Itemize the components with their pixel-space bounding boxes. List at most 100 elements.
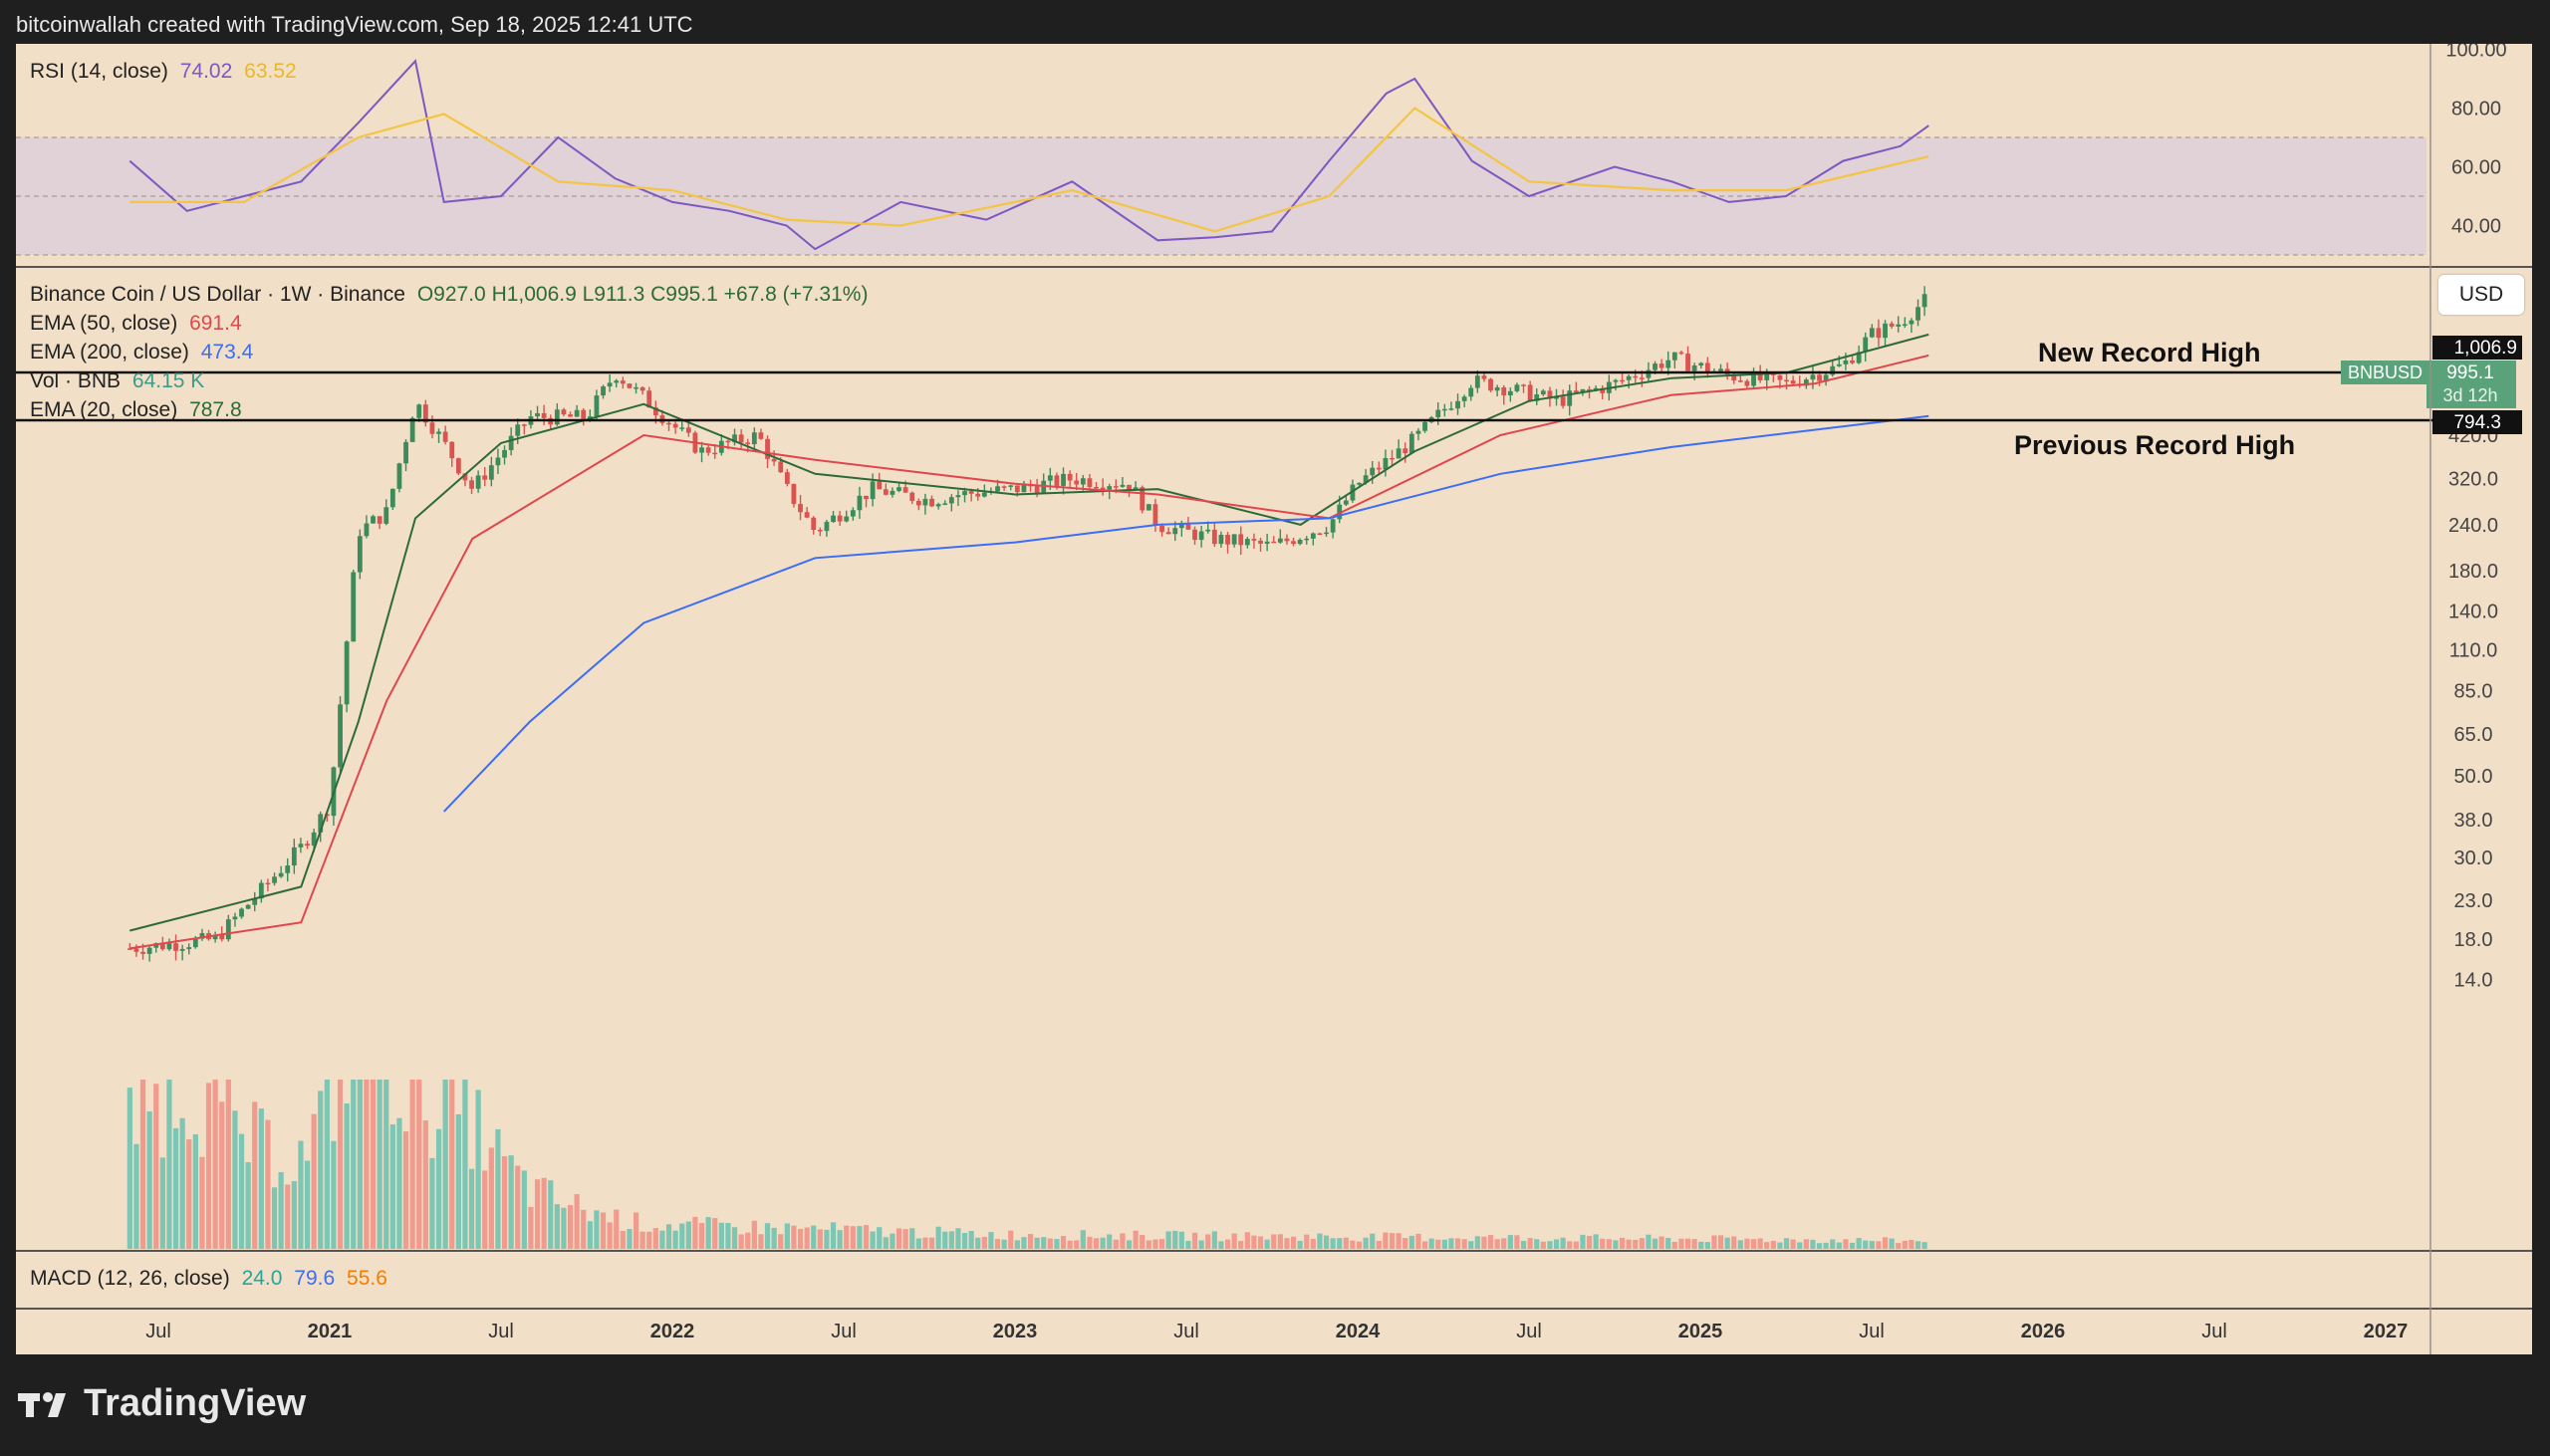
volume-bar [784, 1223, 790, 1249]
candle-body [1737, 380, 1743, 382]
candle-body [1376, 467, 1382, 470]
candle-body [311, 832, 317, 847]
volume-bar [351, 1080, 357, 1249]
candle-body [614, 380, 620, 383]
volume-bar [1540, 1241, 1546, 1249]
candle-body [955, 495, 961, 498]
candle-body [1777, 374, 1783, 380]
tradingview-logo-icon [18, 1391, 66, 1417]
ema200-line [442, 414, 1929, 813]
candle-body [1646, 369, 1652, 378]
volume-bar [278, 1171, 284, 1249]
candle-body [1757, 371, 1763, 380]
volume-bar [462, 1080, 468, 1249]
candle-body [1271, 541, 1277, 544]
volume-bar [192, 1134, 198, 1249]
volume-bar [1593, 1234, 1599, 1249]
volume-bar [1764, 1242, 1770, 1249]
candle-body [1390, 457, 1395, 460]
volume-bar [1849, 1242, 1856, 1249]
volume-bar [1356, 1241, 1363, 1249]
candle-body [1921, 294, 1927, 308]
volume-bar [1415, 1233, 1421, 1249]
volume-bar [1021, 1237, 1027, 1249]
volume-bar [205, 1083, 212, 1249]
candle-body [1357, 482, 1362, 485]
candle-body [817, 529, 823, 532]
volume-bar [1527, 1238, 1533, 1249]
candle-body [607, 382, 613, 387]
vol-legend-value: 64.15 K [131, 369, 205, 392]
candle-body [1008, 485, 1014, 487]
time-tick-label: 2024 [1336, 1321, 1381, 1342]
currency-button[interactable]: USD [2438, 275, 2524, 315]
volume-bar [1547, 1241, 1553, 1249]
candle-body [1080, 478, 1086, 485]
candle-body [1258, 540, 1263, 544]
candle-body [995, 486, 1000, 492]
ema200-legend-name: EMA (200, close) [30, 341, 189, 364]
volume-bar [212, 1080, 218, 1249]
candle-body [409, 417, 415, 442]
volume-bar [731, 1227, 738, 1249]
candle-body [831, 515, 836, 523]
candle-body [442, 431, 448, 442]
candle-body [1810, 374, 1816, 380]
volume-bar [1896, 1243, 1902, 1249]
volume-bar [1646, 1234, 1652, 1249]
volume-bar [153, 1084, 159, 1249]
candle-body [587, 416, 593, 419]
candle-body [1310, 533, 1316, 539]
volume-bar [1507, 1235, 1513, 1249]
price-tick-label: 180.0 [2448, 561, 2498, 583]
candle-body [436, 431, 441, 434]
high-price-label: 1,006.9 [2454, 338, 2517, 359]
candle-body [1408, 433, 1414, 454]
candle-body [1678, 352, 1684, 355]
volume-bar [245, 1162, 251, 1249]
tradingview-brand: TradingView [84, 1382, 307, 1424]
volume-bar [1803, 1239, 1809, 1249]
candle-body [1415, 430, 1421, 434]
volume-bar [1218, 1241, 1224, 1249]
candle-body [1883, 323, 1888, 339]
candle-body [1205, 529, 1211, 532]
volume-bar [975, 1237, 981, 1249]
candle-body [778, 461, 784, 473]
volume-bar [1396, 1233, 1402, 1249]
volume-bar [705, 1217, 711, 1249]
time-tick-label: 2021 [308, 1321, 353, 1342]
volume-bar [764, 1223, 771, 1249]
volume-bar [817, 1229, 823, 1249]
candle-body [449, 441, 455, 459]
candle-body [1087, 478, 1093, 487]
volume-bar [837, 1230, 843, 1249]
volume-bar [1494, 1239, 1500, 1249]
candle-body [824, 522, 830, 532]
volume-bar [396, 1117, 402, 1249]
prev-high-label: 794.3 [2453, 412, 2501, 433]
volume-bar [482, 1170, 488, 1249]
candle-body [1613, 379, 1619, 382]
candle-body [798, 504, 803, 513]
volume-bar [166, 1080, 172, 1249]
candle-body [140, 951, 145, 954]
candle-body [1830, 365, 1836, 375]
ema20-legend-name: EMA (20, close) [30, 398, 178, 421]
candle-body [1856, 352, 1862, 364]
volume-bar [639, 1231, 645, 1249]
volume-bar [1304, 1234, 1310, 1249]
volume-bar [1586, 1235, 1593, 1249]
candle-body [1626, 375, 1632, 380]
candle-body [870, 481, 876, 500]
candle-body [1658, 364, 1664, 368]
volume-bar [679, 1223, 685, 1249]
candle-body [291, 847, 297, 866]
candle-body [357, 536, 363, 573]
volume-bar [370, 1080, 377, 1249]
volume-bar [594, 1210, 600, 1249]
candle-body [1178, 523, 1184, 529]
candle-body [639, 386, 645, 391]
volume-bar [1658, 1236, 1664, 1249]
volume-bar [863, 1225, 870, 1249]
